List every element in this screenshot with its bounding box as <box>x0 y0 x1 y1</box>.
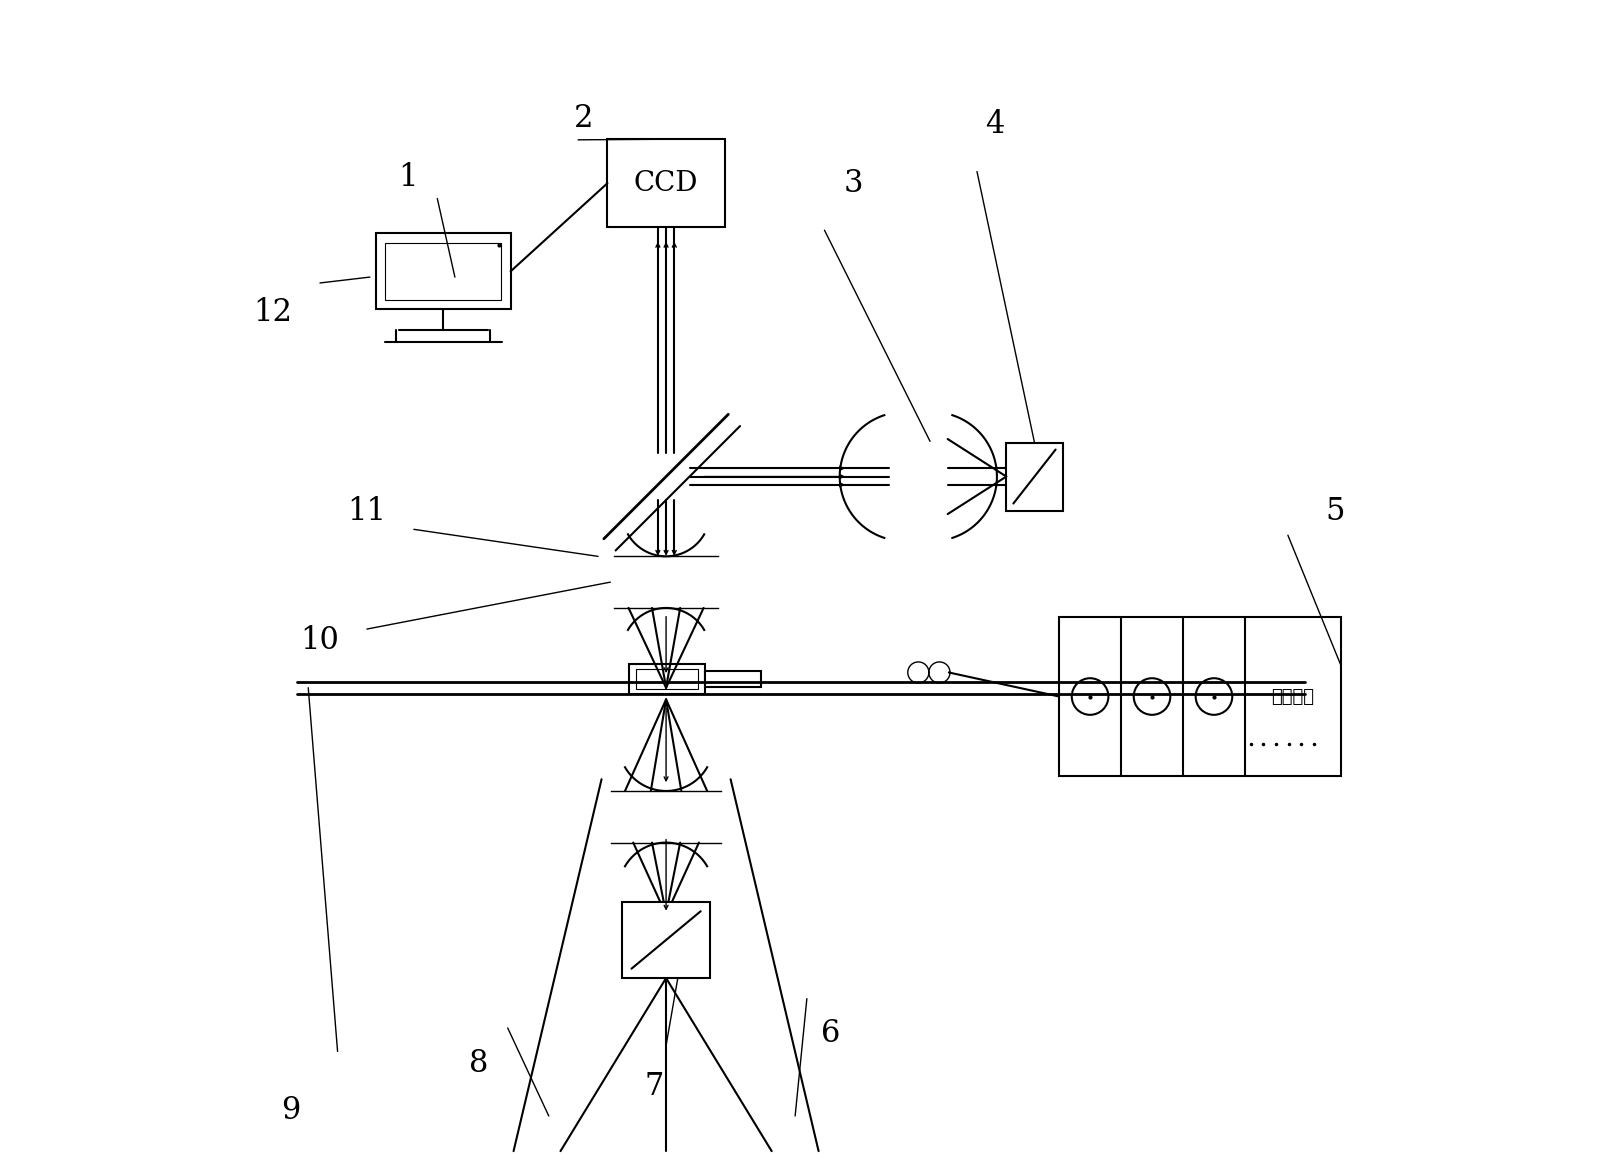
Text: 11: 11 <box>348 496 386 527</box>
Text: 8: 8 <box>469 1048 489 1078</box>
Bar <box>607 139 724 227</box>
Text: 9: 9 <box>280 1095 300 1125</box>
Text: 激光光源: 激光光源 <box>1272 688 1314 706</box>
Bar <box>622 902 710 978</box>
Bar <box>384 242 501 300</box>
Text: CCD: CCD <box>634 169 698 196</box>
Bar <box>1006 442 1062 510</box>
Text: 3: 3 <box>844 168 863 199</box>
Bar <box>376 233 511 309</box>
Text: 6: 6 <box>820 1018 839 1049</box>
Text: 10: 10 <box>301 626 340 656</box>
Text: 7: 7 <box>644 1071 665 1102</box>
Bar <box>636 669 698 689</box>
Bar <box>1059 617 1341 776</box>
Text: 12: 12 <box>253 296 293 328</box>
Text: 4: 4 <box>985 109 1004 140</box>
Text: 1: 1 <box>399 162 418 193</box>
Text: 2: 2 <box>574 103 594 134</box>
Bar <box>628 664 705 694</box>
Bar <box>705 670 761 687</box>
Text: 5: 5 <box>1325 496 1344 527</box>
